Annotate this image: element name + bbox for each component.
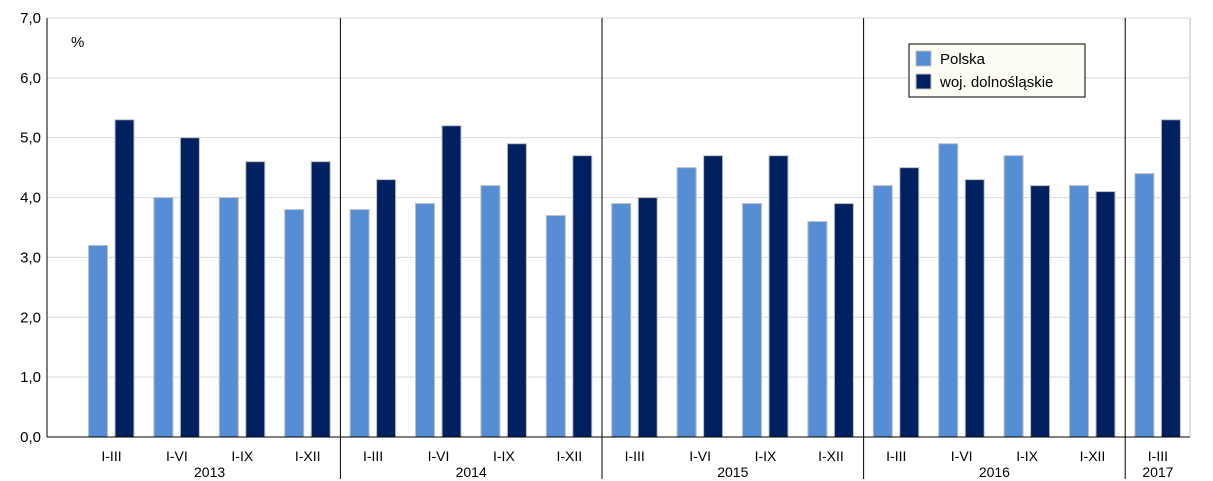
x-category-label: I-VI [166,448,188,464]
bar-polska [676,167,697,438]
x-category-label: I-VI [428,448,450,464]
bar-polska [807,221,828,438]
bar-dolnoslaskie [441,125,462,438]
x-category-label: I-III [101,448,121,464]
bar-polska [742,203,762,438]
bar-dolnoslaskie [768,155,789,438]
bar-dolnoslaskie [637,197,658,438]
x-year-label: 2015 [717,464,748,480]
y-tick-label: 7,0 [20,10,41,27]
x-category-label: I-VI [951,448,973,464]
y-axis-tick-labels: 0,0 1,0 2,0 3,0 4,0 5,0 6,0 7,0 [20,10,41,446]
bar-polska [415,203,435,438]
bars [88,119,1181,438]
legend-label-polska: Polska [940,51,986,68]
y-tick-label: 1,0 [20,369,41,386]
bar-polska [938,143,959,438]
bar-dolnoslaskie [964,179,985,438]
x-category-label: I-III [625,448,645,464]
bar-polska [1003,155,1024,438]
x-category-label: I-III [1148,448,1168,464]
x-category-label: I-VI [689,448,711,464]
x-category-label: I-IX [755,448,777,464]
x-year-label: 2014 [456,464,487,480]
bar-polska [153,197,174,438]
bar-dolnoslaskie [114,119,135,438]
bar-dolnoslaskie [376,179,397,438]
bar-dolnoslaskie [899,167,920,438]
year-separators [339,18,1126,479]
legend-swatch-polska [915,50,932,67]
y-tick-label: 6,0 [20,70,41,87]
x-category-label: I-XII [295,448,321,464]
y-tick-label: 4,0 [20,190,41,207]
x-year-label: 2016 [979,464,1010,480]
x-category-label: I-IX [231,448,253,464]
bar-polska [88,244,108,438]
bar-dolnoslaskie [1030,185,1051,438]
x-category-label: I-III [886,448,906,464]
legend-swatch-dolnoslaskie [915,73,932,90]
bar-dolnoslaskie [1160,119,1181,438]
bar-polska [545,215,566,438]
bar-polska [284,209,305,438]
bar-dolnoslaskie [833,203,854,438]
bar-polska [611,203,632,438]
bar-dolnoslaskie [703,155,724,438]
bar-polska [480,185,501,438]
bar-dolnoslaskie [506,143,527,438]
x-year-label: 2017 [1142,464,1173,480]
bar-polska [872,185,893,438]
bar-dolnoslaskie [1095,191,1116,438]
legend-label-dolnoslaskie: woj. dolnośląskie [939,74,1053,91]
bar-polska [349,209,370,438]
x-category-label: I-IX [493,448,515,464]
x-category-label: I-XII [818,448,844,464]
axes [46,18,1191,438]
bar-dolnoslaskie [245,161,266,438]
bar-dolnoslaskie [179,137,200,438]
legend: Polska woj. dolnośląskie [908,43,1086,98]
x-year-label: 2013 [194,464,225,480]
x-category-label: I-XII [1080,448,1106,464]
y-tick-label: 3,0 [20,249,41,266]
y-tick-label: 0,0 [20,429,41,446]
y-tick-label: 5,0 [20,130,41,147]
x-category-label: I-III [363,448,383,464]
bar-polska [1134,173,1155,438]
legend-box [908,43,1086,98]
bar-dolnoslaskie [572,155,593,438]
x-category-label: I-XII [556,448,582,464]
x-category-label: I-IX [1016,448,1038,464]
unit-label: % [71,34,84,51]
bar-polska [1069,185,1089,438]
bar-dolnoslaskie [310,161,331,438]
bar-polska [218,197,239,438]
x-axis-labels: I-III I-VI I-IX I-XII 2013 I-III I-VI I-IX I-XII… [101,448,1173,480]
y-tick-label: 2,0 [20,309,41,326]
